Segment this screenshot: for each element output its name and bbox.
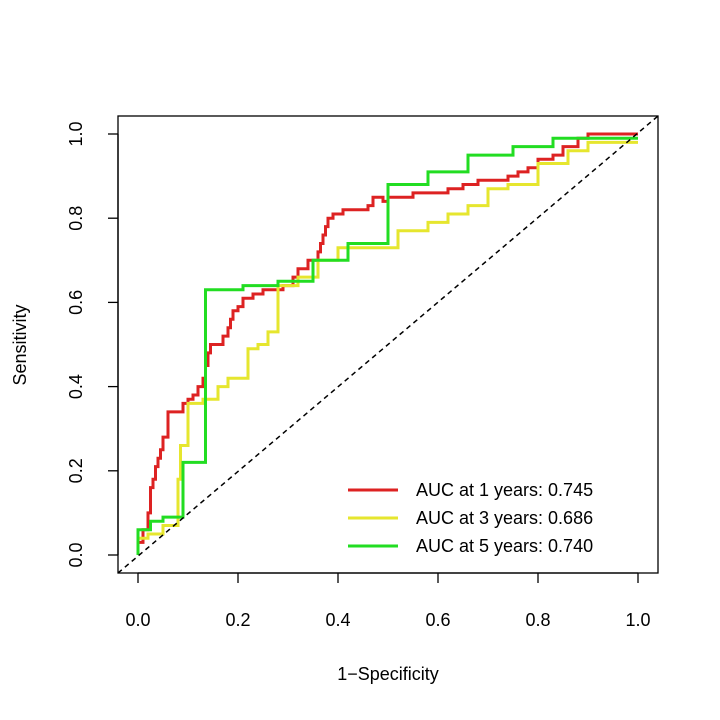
y-tick-label: 1.0 [66, 121, 86, 146]
y-tick-label: 0.0 [66, 542, 86, 567]
legend-label-1: AUC at 1 years: 0.745 [416, 480, 593, 500]
x-axis: 0.0 0.2 0.4 0.6 0.8 1.0 [125, 572, 651, 630]
roc-curve-series-3 [136, 136, 638, 555]
x-tick-label: 0.6 [425, 610, 450, 630]
series-layer [117, 115, 659, 574]
y-tick-label: 0.8 [66, 206, 86, 231]
y-tick-label: 0.6 [66, 290, 86, 315]
legend: AUC at 1 years: 0.745 AUC at 3 years: 0.6… [348, 480, 593, 556]
y-tick-label: 0.4 [66, 374, 86, 399]
y-tick-label: 0.2 [66, 458, 86, 483]
reference-diagonal [117, 115, 659, 574]
legend-label-3: AUC at 5 years: 0.740 [416, 536, 593, 556]
x-tick-label: 0.8 [525, 610, 550, 630]
y-axis-title: Sensitivity [10, 304, 30, 385]
x-tick-label: 0.0 [125, 610, 150, 630]
x-tick-label: 1.0 [625, 610, 650, 630]
x-tick-label: 0.2 [225, 610, 250, 630]
x-axis-title: 1−Specificity [337, 664, 439, 684]
x-tick-label: 0.4 [325, 610, 350, 630]
y-axis: 0.0 0.2 0.4 0.6 0.8 1.0 [66, 121, 119, 568]
legend-label-2: AUC at 3 years: 0.686 [416, 508, 593, 528]
